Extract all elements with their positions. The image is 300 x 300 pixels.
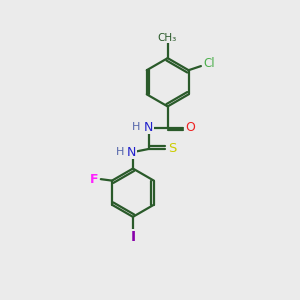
Text: Cl: Cl — [203, 57, 215, 70]
Text: O: O — [185, 121, 195, 134]
Text: CH₃: CH₃ — [158, 32, 177, 43]
Text: N: N — [143, 121, 153, 134]
Text: N: N — [127, 146, 136, 159]
Text: F: F — [89, 172, 98, 186]
Text: H: H — [132, 122, 140, 132]
Text: S: S — [168, 142, 176, 155]
Text: H: H — [116, 147, 124, 158]
Text: I: I — [130, 230, 136, 244]
